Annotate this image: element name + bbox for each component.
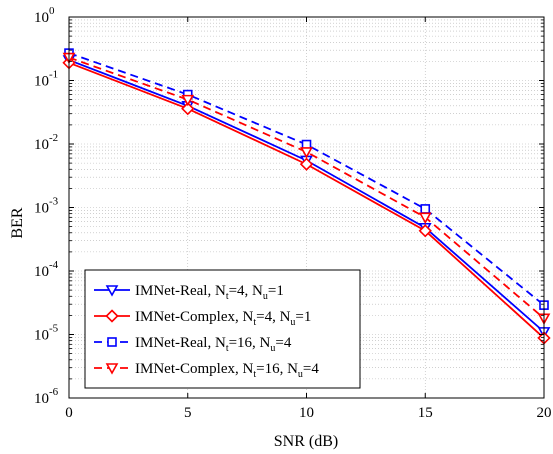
y-axis-label: BER [9, 207, 26, 238]
data-point-3 [181, 94, 195, 107]
legend-marker-3 [105, 363, 119, 375]
y-tick-label: 10-4 [34, 259, 59, 280]
x-tick-label: 10 [299, 405, 314, 421]
legend: IMNet-Real, Nt=4, Nu=1 IMNet-Complex, Nt=… [84, 269, 361, 389]
legend-marker-1 [105, 309, 119, 323]
x-tick-label: 20 [537, 405, 552, 421]
legend-box [84, 269, 361, 389]
series-layer [62, 48, 551, 345]
legend-label-0: IMNet-Real, Nt=4, Nu=1 [135, 283, 284, 302]
data-point-1 [299, 157, 314, 171]
legend-label-2: IMNet-Real, Nt=16, Nu=4 [135, 335, 292, 354]
y-tick-label: 10-2 [34, 132, 58, 153]
legend-label-1: IMNet-Complex, Nt=4, Nu=1 [135, 309, 311, 328]
y-tick-label: 10-1 [34, 69, 58, 90]
y-tick-label: 10-6 [34, 386, 59, 407]
data-point-3 [300, 147, 313, 159]
data-point-3 [418, 212, 432, 224]
legend-label-3: IMNet-Complex, Nt=16, Nu=4 [135, 361, 319, 380]
legend-marker-0 [105, 285, 119, 297]
x-tick-label: 15 [418, 405, 433, 421]
axes: 0 5 10 15 20 10-6 10-5 10-4 10-3 10-2 10-1 100 [34, 5, 552, 421]
y-tick-label: 10-3 [34, 196, 59, 217]
y-tick-label: 100 [34, 5, 55, 26]
x-tick-label: 5 [184, 405, 192, 421]
data-point-1 [418, 224, 432, 238]
y-tick-label: 10-5 [34, 323, 59, 344]
x-tick-label: 0 [65, 405, 73, 421]
data-point-1 [181, 102, 195, 116]
x-axis-label: SNR (dB) [274, 433, 338, 450]
series-line-3 [68, 56, 545, 319]
legend-marker-2 [107, 337, 117, 347]
data-point-2 [420, 204, 431, 214]
